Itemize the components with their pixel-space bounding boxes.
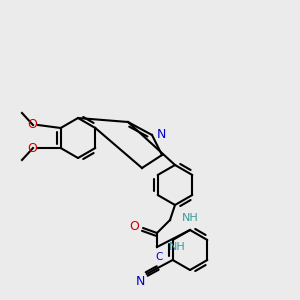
Text: NH: NH bbox=[169, 242, 186, 252]
Text: O: O bbox=[129, 220, 139, 233]
Text: O: O bbox=[27, 142, 37, 154]
Text: N: N bbox=[157, 128, 166, 140]
Text: N: N bbox=[135, 275, 145, 288]
Text: C: C bbox=[156, 252, 163, 262]
Text: NH: NH bbox=[182, 213, 199, 223]
Text: O: O bbox=[27, 118, 37, 131]
